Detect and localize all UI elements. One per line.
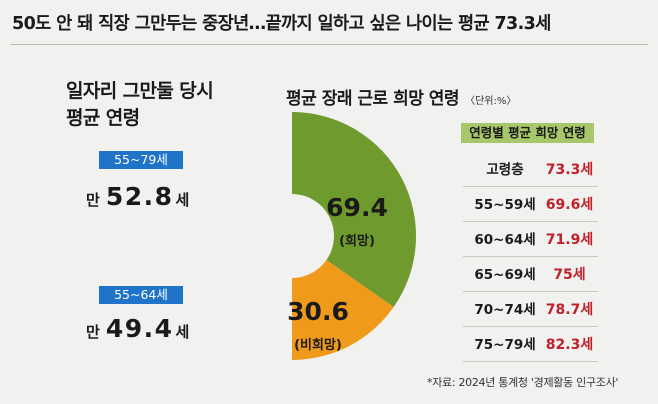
table-row-group: 60~64세 bbox=[474, 232, 536, 248]
chart-title-text: 평균 장래 근로 희망 연령 bbox=[286, 89, 460, 109]
table-row: 70~74세 78.7세 bbox=[463, 295, 598, 327]
table-row: 75~79세 82.3세 bbox=[463, 330, 598, 362]
table-row: 고령층 73.3세 bbox=[463, 155, 598, 187]
table-row: 55~59세 69.6세 bbox=[463, 190, 598, 222]
divider bbox=[10, 44, 648, 45]
age-prefix: 만 bbox=[86, 191, 100, 209]
age-value-55-79: 만 52.8 세 bbox=[86, 182, 189, 211]
chart-unit-note: 〈단위:%〉 bbox=[465, 96, 517, 107]
table-row-value: 71.9세 bbox=[545, 232, 594, 248]
slice-value-label: 30.6 bbox=[287, 297, 349, 326]
slice-category-label: (희망) bbox=[339, 233, 375, 249]
age-badge-55-64: 55~64세 bbox=[99, 286, 183, 304]
source-note: *자료: 2024년 통계청 '경제활동 인구조사' bbox=[427, 376, 619, 389]
table-row-value: 82.3세 bbox=[545, 337, 594, 353]
table-row-group: 70~74세 bbox=[474, 302, 536, 318]
table-row-group: 75~79세 bbox=[474, 337, 536, 353]
table-row-value: 69.6세 bbox=[545, 197, 594, 213]
age-value-55-64: 만 49.4 세 bbox=[86, 314, 189, 343]
age-unit: 세 bbox=[175, 191, 190, 209]
age-badge-55-79: 55~79세 bbox=[99, 151, 183, 169]
table-row-group: 고령층 bbox=[486, 162, 524, 178]
table-title: 연령별 평균 희망 연령 bbox=[461, 123, 594, 143]
table-row-group: 65~69세 bbox=[474, 267, 536, 283]
age-number: 49.4 bbox=[105, 314, 174, 343]
age-unit: 세 bbox=[175, 323, 190, 341]
chart-title: 평균 장래 근로 희망 연령 〈단위:%〉 bbox=[286, 84, 516, 109]
slice-value-label: 69.4 bbox=[326, 193, 388, 222]
table-row: 60~64세 71.9세 bbox=[463, 225, 598, 257]
headline: 50도 안 돼 직장 그만두는 중장년…끝까지 일하고 싶은 나이는 평균 73… bbox=[12, 14, 551, 34]
age-prefix: 만 bbox=[86, 323, 100, 341]
pie-slice bbox=[292, 112, 416, 307]
table-row-value: 73.3세 bbox=[545, 162, 594, 178]
age-number: 52.8 bbox=[105, 182, 174, 211]
pie-slice bbox=[292, 260, 394, 360]
table-row-value: 78.7세 bbox=[545, 302, 594, 318]
table-row: 65~69세 75세 bbox=[463, 260, 598, 292]
left-panel-title: 일자리 그만둘 당시 평균 연령 bbox=[66, 78, 214, 132]
slice-category-label: (비희망) bbox=[294, 337, 342, 353]
left-title-line1: 일자리 그만둘 당시 bbox=[66, 80, 214, 102]
left-title-line2: 평균 연령 bbox=[66, 107, 140, 129]
table-row-value: 75세 bbox=[553, 267, 586, 283]
table-row-group: 55~59세 bbox=[474, 197, 536, 213]
